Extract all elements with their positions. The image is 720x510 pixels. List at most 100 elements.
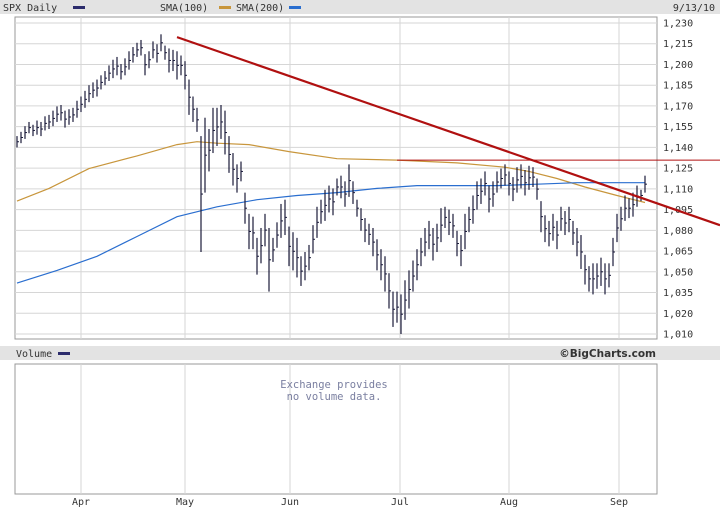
price-bar <box>216 107 219 146</box>
price-bar <box>268 227 271 292</box>
price-bar <box>100 75 103 90</box>
price-bar <box>320 199 323 224</box>
price-bar <box>228 136 231 173</box>
price-bar <box>508 171 511 196</box>
price-bar <box>256 237 259 275</box>
sma100-legend-swatch <box>219 6 231 9</box>
y-tick-label: 1,010 <box>663 330 693 341</box>
price-bar <box>400 294 403 334</box>
price-bar <box>20 131 23 144</box>
price-bar <box>460 235 463 267</box>
price-bar <box>192 96 195 122</box>
price-bar <box>140 39 143 56</box>
price-bar <box>108 65 111 81</box>
y-tick-label: 1,140 <box>663 143 693 154</box>
price-bar <box>444 206 447 228</box>
price-bar <box>176 51 179 80</box>
price-bar <box>552 213 555 241</box>
price-bar <box>84 90 87 108</box>
price-bar <box>572 220 575 245</box>
price-bar <box>644 175 647 193</box>
price-bar <box>24 126 27 139</box>
price-bar <box>168 48 171 73</box>
price-bar <box>16 136 19 148</box>
price-bar <box>68 109 71 125</box>
price-bar <box>528 165 531 190</box>
symbol-label: SPX Daily <box>3 3 57 14</box>
price-bar <box>172 49 175 72</box>
price-bar <box>60 104 63 121</box>
price-bar <box>144 54 147 76</box>
x-tick-label: Sep <box>610 497 628 508</box>
price-bar <box>384 256 387 292</box>
price-bar <box>456 230 459 257</box>
volume-grid <box>80 364 620 494</box>
price-bar <box>220 104 223 139</box>
price-bar <box>520 164 523 189</box>
price-bar <box>468 206 471 233</box>
price-bar <box>164 45 167 60</box>
price-bar <box>448 209 451 236</box>
price-bar <box>356 199 359 217</box>
price-bar <box>272 237 275 262</box>
price-bar <box>452 213 455 238</box>
price-bar <box>104 71 107 86</box>
price-bar <box>640 189 643 202</box>
price-bar <box>392 291 395 327</box>
price-bar <box>632 192 635 217</box>
price-bar <box>532 167 535 187</box>
price-bar <box>80 96 83 113</box>
price-bar <box>76 100 79 118</box>
price-bar <box>196 107 199 132</box>
price-bar <box>328 185 331 213</box>
price-bar <box>316 206 319 238</box>
price-bar <box>440 208 443 243</box>
price-bar <box>368 223 371 245</box>
price-bar <box>568 206 571 233</box>
sma200-legend-label: SMA(200) <box>236 3 284 14</box>
price-bar <box>260 227 263 264</box>
x-tick-label: Jul <box>391 497 409 508</box>
price-bar <box>580 235 583 269</box>
price-bar <box>128 51 131 70</box>
brand-label: ©BigCharts.com <box>559 348 656 360</box>
price-bar <box>208 129 211 172</box>
y-tick-label: 1,155 <box>663 122 693 133</box>
price-bar <box>540 201 543 233</box>
price-bar <box>376 239 379 271</box>
y-tick-label: 1,230 <box>663 19 693 30</box>
price-bar <box>32 124 35 137</box>
price-bar <box>88 85 91 103</box>
price-bar <box>148 51 151 69</box>
price-bar <box>404 280 407 320</box>
price-bar <box>484 171 487 196</box>
price-panel-frame <box>14 16 658 340</box>
price-bar <box>64 110 67 128</box>
price-bar <box>236 164 239 193</box>
price-bar <box>576 227 579 257</box>
price-bar <box>360 208 363 231</box>
sma200-legend-swatch <box>289 6 301 9</box>
price-bar <box>324 189 327 221</box>
price-bar <box>332 188 335 216</box>
price-bar <box>620 206 623 231</box>
price-bar <box>132 47 135 63</box>
y-tick-label: 1,200 <box>663 60 693 71</box>
price-bar <box>388 273 391 309</box>
price-bar <box>616 213 619 243</box>
price-bar <box>344 181 347 207</box>
price-bar <box>296 237 299 278</box>
price-bar <box>584 254 587 285</box>
price-bar <box>200 136 203 253</box>
price-bar <box>544 215 547 243</box>
price-bar <box>548 220 551 247</box>
price-bar <box>336 178 339 196</box>
price-bar <box>488 185 491 213</box>
price-bar <box>500 168 503 189</box>
price-bar <box>560 206 563 231</box>
price-bar <box>608 263 611 288</box>
y-tick-label: 1,170 <box>663 101 693 112</box>
volume-message-line1: Exchange provides <box>280 379 387 391</box>
price-bar <box>96 79 99 97</box>
